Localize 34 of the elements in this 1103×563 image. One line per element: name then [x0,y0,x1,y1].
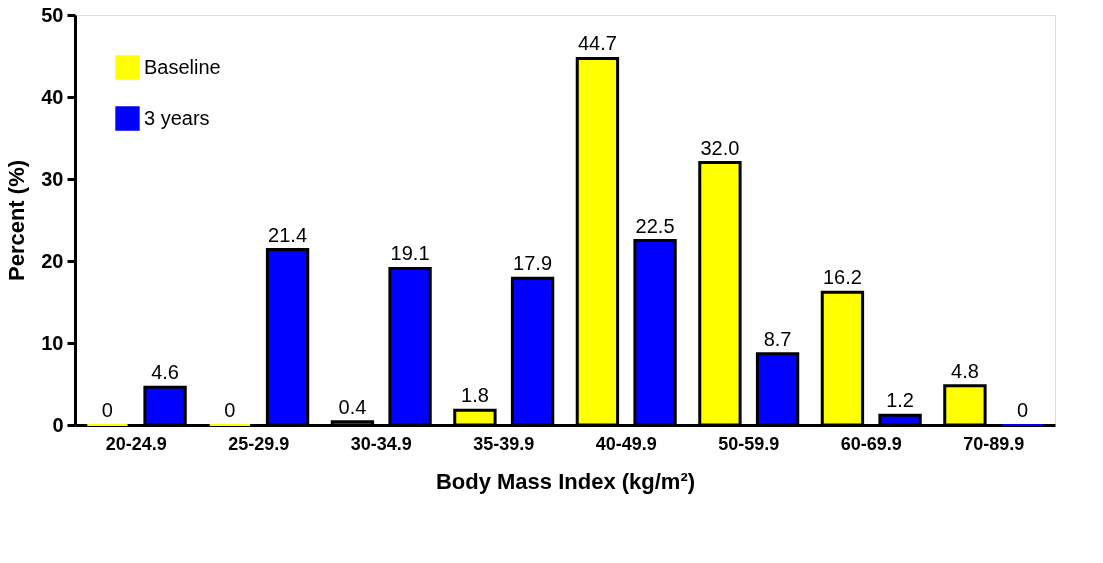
data-label: 4.6 [151,361,179,384]
y-tick-label: 40 [41,85,64,108]
legend-label: Baseline [144,55,221,78]
x-tick-label: 35-39.9 [473,433,535,454]
x-tick-label: 30-34.9 [350,433,412,454]
legend-label: 3 years [144,106,210,129]
x-tick-label: 70-89.9 [963,433,1025,454]
y-tick-label: 30 [41,167,64,190]
data-label: 16.2 [822,266,862,289]
data-label: 0 [224,399,236,421]
data-label: 21.4 [268,223,308,246]
y-tick-label: 10 [41,331,64,354]
y-tick-label: 50 [41,3,64,26]
data-label: 8.7 [763,327,792,350]
x-tick-label: 60-69.9 [840,433,902,454]
data-label: 44.7 [577,32,617,55]
x-tick-label: 40-49.9 [595,433,657,454]
x-tick-label: 20-24.9 [105,433,167,454]
data-label: 17.9 [513,252,553,275]
y-tick-label: 20 [41,249,64,272]
data-label: 4.8 [951,359,979,382]
x-axis-title: Body Mass Index (kg/m²) [435,468,696,494]
data-label: 0 [101,399,113,421]
data-label: 0.4 [338,395,367,418]
x-tick-label: 50-59.9 [718,433,780,454]
y-tick-label: 0 [52,413,64,436]
data-label: 19.1 [390,242,430,265]
data-label: 1.8 [461,384,489,407]
data-label: 1.2 [886,389,914,412]
data-label: 22.5 [635,214,675,237]
data-label: 0 [1017,399,1029,421]
data-label: 32.0 [700,136,740,159]
y-axis-title: Percent (%) [4,159,30,282]
x-tick-label: 25-29.9 [228,433,290,454]
